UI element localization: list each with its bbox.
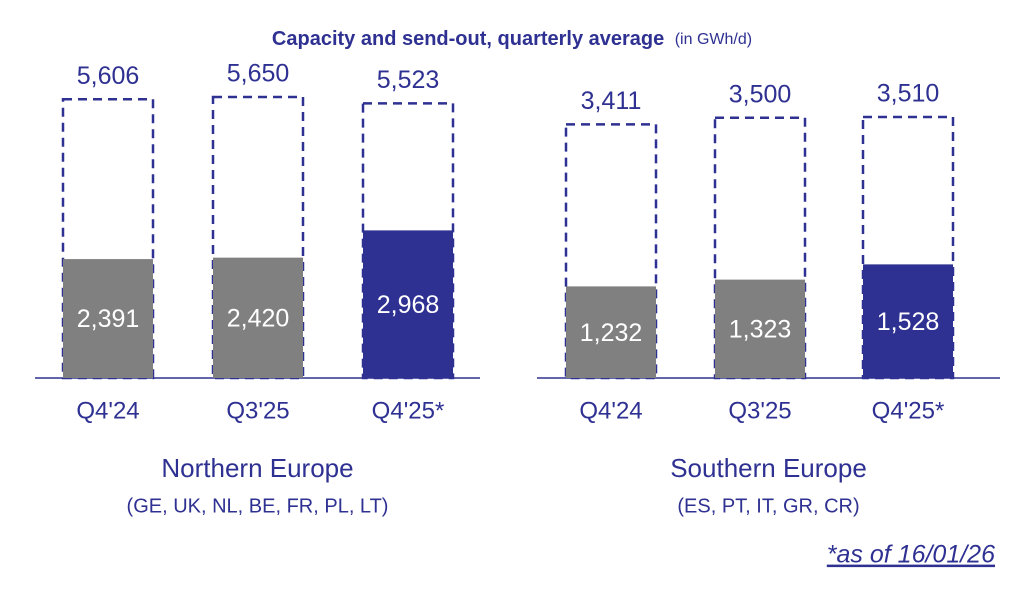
value-label: 1,323 [729,315,792,343]
value-label: 3,411 [581,87,642,115]
x-tick-label: Q3'25 [226,397,289,424]
sendout-bar [863,264,953,378]
chart-title: Capacity and send-out, quarterly average [272,28,664,50]
panel-subtitle: (ES, PT, IT, GR, CR) [677,495,859,517]
value-label: 3,500 [729,80,792,108]
chart-title-group: Capacity and send-out, quarterly average… [272,28,752,50]
sendout-bar [63,259,153,378]
value-label: 3,510 [877,80,940,108]
value-label: 5,650 [227,60,290,88]
value-label: 2,420 [227,304,290,332]
sendout-bar [363,230,453,378]
x-tick-label: Q4'24 [579,397,642,424]
value-label: 5,606 [77,62,140,90]
value-label: 5,523 [377,66,440,94]
panel-title: Northern Europe [161,453,353,483]
panel-title: Southern Europe [670,453,867,483]
x-tick-label: Q3'25 [728,397,791,424]
value-label: 1,232 [580,319,643,347]
value-label: 1,528 [877,308,940,336]
x-tick-label: Q4'24 [76,397,139,424]
value-label: 2,968 [377,291,440,319]
x-tick-label: Q4'25* [372,397,445,424]
unit-label: (in GWh/d) [675,31,752,48]
value-label: 2,391 [77,305,140,333]
capacity-bar [211,95,305,380]
sendout-bar [213,257,303,378]
capacity-bar [564,123,658,380]
panel-subtitle: (GE, UK, NL, BE, FR, PL, LT) [127,495,389,517]
x-tick-label: Q4'25* [872,397,945,424]
sendout-bar [566,286,656,378]
footnote: *as of 16/01/26 [827,541,995,569]
sendout-bar [715,279,805,378]
